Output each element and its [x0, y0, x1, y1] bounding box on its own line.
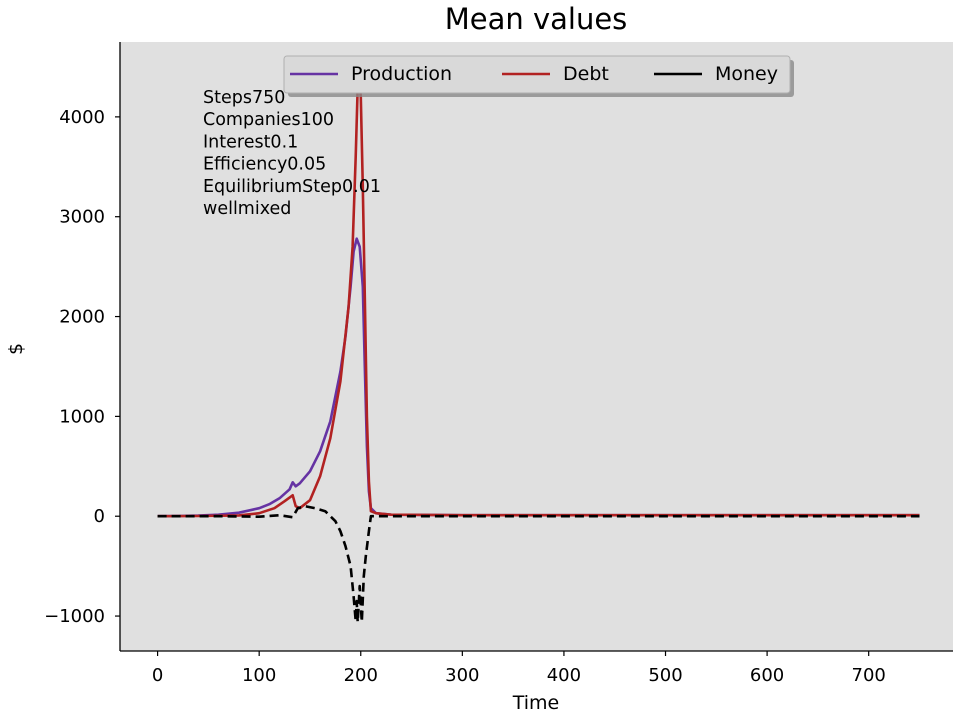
x-axis-label: Time	[512, 692, 560, 714]
y-tick-label: 4000	[59, 107, 105, 128]
x-tick-label: 300	[445, 665, 479, 686]
chart-title: Mean values	[445, 2, 628, 36]
annotation-line: wellmixed	[203, 199, 291, 219]
x-tick-label: 0	[152, 665, 163, 686]
legend: Production Debt Money	[283, 55, 794, 97]
annotation-line: Efficiency0.05	[203, 155, 326, 175]
legend-label-production: Production	[351, 63, 452, 85]
x-tick-label: 600	[750, 665, 784, 686]
x-tick-label: 400	[547, 665, 581, 686]
x-tick-label: 100	[242, 665, 276, 686]
legend-label-money: Money	[715, 63, 778, 85]
plot-area	[120, 42, 953, 651]
annotation-line: Interest0.1	[203, 132, 298, 152]
series-line-debt	[157, 70, 920, 518]
x-axis-ticks: 0 100 200 300 400 500 600 700	[152, 651, 886, 686]
x-tick-label: 200	[344, 665, 378, 686]
y-tick-label: −1000	[44, 606, 105, 627]
x-tick-label: 700	[852, 665, 886, 686]
annotation-line: Companies100	[203, 110, 334, 130]
x-tick-label: 500	[648, 665, 682, 686]
y-tick-label: 1000	[59, 406, 105, 427]
y-tick-label: 3000	[59, 207, 105, 228]
annotation-line: Steps750	[203, 88, 285, 108]
legend-label-debt: Debt	[563, 63, 609, 85]
y-axis-label: $	[5, 343, 27, 355]
series-layer	[157, 70, 920, 624]
annotation-line: EquilibriumStep0.01	[203, 177, 381, 197]
series-line-money	[157, 504, 920, 624]
y-axis-ticks: −1000 0 1000 2000 3000 4000	[44, 107, 120, 627]
y-tick-label: 0	[94, 506, 105, 527]
y-tick-label: 2000	[59, 307, 105, 328]
